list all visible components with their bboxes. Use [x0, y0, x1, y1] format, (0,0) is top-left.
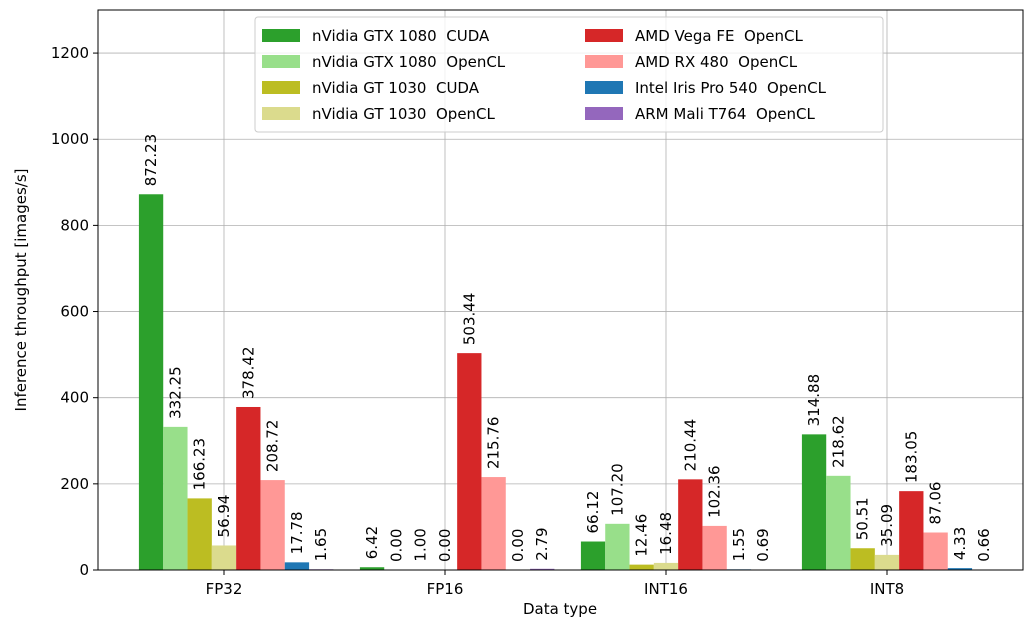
bar	[260, 480, 285, 570]
value-label: 208.72	[264, 420, 282, 473]
bar	[678, 479, 703, 570]
bar	[923, 532, 948, 570]
value-label: 35.09	[878, 504, 896, 547]
value-label: 218.62	[829, 415, 847, 468]
bar	[187, 498, 212, 570]
bar	[947, 568, 973, 570]
bar	[580, 541, 606, 570]
legend-box	[254, 16, 884, 133]
value-label: 0.00	[509, 529, 527, 562]
legend-label: AMD RX 480 OpenCL	[635, 53, 798, 71]
bar	[605, 523, 630, 570]
value-label: 1.65	[312, 528, 330, 561]
value-label: 102.36	[706, 465, 724, 518]
legend-swatch	[585, 29, 623, 42]
legend-label: nVidia GT 1030 CUDA	[312, 79, 480, 97]
y-tick-label: 1000	[51, 130, 89, 148]
bar	[284, 562, 310, 570]
y-tick-label: 800	[60, 216, 89, 234]
value-label: 0.66	[975, 528, 993, 561]
bar	[874, 554, 900, 570]
legend-label: ARM Mali T764 OpenCL	[635, 105, 815, 123]
x-tick-label: INT8	[870, 580, 904, 598]
y-tick-label: 600	[60, 303, 89, 321]
legend-swatch	[262, 55, 300, 68]
x-tick-label: FP16	[427, 580, 464, 598]
y-tick-label: 1200	[51, 44, 89, 62]
legend-swatch	[585, 107, 623, 120]
value-label: 210.44	[681, 419, 699, 472]
legend-swatch	[262, 29, 300, 42]
bar	[359, 567, 385, 570]
bar	[826, 475, 851, 570]
value-label: 215.76	[485, 417, 503, 470]
legend-swatch	[585, 81, 623, 94]
bar	[801, 434, 827, 570]
legend-label: nVidia GT 1030 OpenCL	[312, 105, 496, 123]
legend-label: Intel Iris Pro 540 OpenCL	[635, 79, 827, 97]
legend-label: AMD Vega FE OpenCL	[635, 27, 804, 45]
value-label: 56.94	[215, 495, 233, 538]
bar	[629, 564, 654, 570]
bar	[481, 477, 506, 570]
value-label: 2.79	[533, 527, 551, 560]
value-label: 183.05	[902, 431, 920, 484]
plot-frame	[97, 9, 1024, 571]
value-label: 1.55	[730, 528, 748, 561]
value-label: 107.20	[608, 463, 626, 516]
x-tick-label: INT16	[644, 580, 688, 598]
x-axis-label: Data type	[523, 600, 597, 618]
value-label: 16.48	[657, 512, 675, 555]
value-label: 87.06	[927, 482, 945, 525]
value-label: 17.78	[288, 511, 306, 554]
bar	[899, 491, 924, 570]
value-label: 4.33	[951, 527, 969, 560]
value-label: 872.23	[142, 134, 160, 187]
y-tick-label: 400	[60, 389, 89, 407]
value-label: 12.46	[633, 514, 651, 557]
value-label: 332.25	[166, 366, 184, 419]
legend-label: nVidia GTX 1080 CUDA	[312, 27, 490, 45]
value-label: 378.42	[239, 346, 257, 399]
value-label: 503.44	[460, 293, 478, 346]
legend-swatch	[262, 107, 300, 120]
legend-swatch	[262, 81, 300, 94]
bar	[530, 568, 555, 570]
legend-label: nVidia GTX 1080 OpenCL	[312, 53, 506, 71]
bar	[211, 545, 237, 570]
bar	[850, 548, 875, 570]
value-label: 1.00	[412, 528, 430, 561]
value-label: 50.51	[854, 497, 872, 540]
bar	[653, 562, 679, 570]
value-label: 0.00	[387, 529, 405, 562]
value-label: 6.42	[363, 526, 381, 559]
value-label: 0.69	[754, 528, 772, 561]
y-axis-label: Inference throughput [images/s]	[12, 169, 30, 412]
bar	[702, 525, 727, 570]
value-label: 0.00	[436, 529, 454, 562]
y-tick-label: 0	[79, 561, 89, 579]
bar	[138, 194, 164, 571]
x-tick-label: FP32	[206, 580, 243, 598]
bar	[163, 426, 188, 570]
y-tick-label: 200	[60, 475, 89, 493]
legend-swatch	[585, 55, 623, 68]
bar	[236, 406, 261, 570]
value-label: 314.88	[805, 374, 823, 427]
bar	[457, 353, 482, 570]
value-label: 66.12	[584, 491, 602, 534]
value-label: 166.23	[191, 438, 209, 491]
